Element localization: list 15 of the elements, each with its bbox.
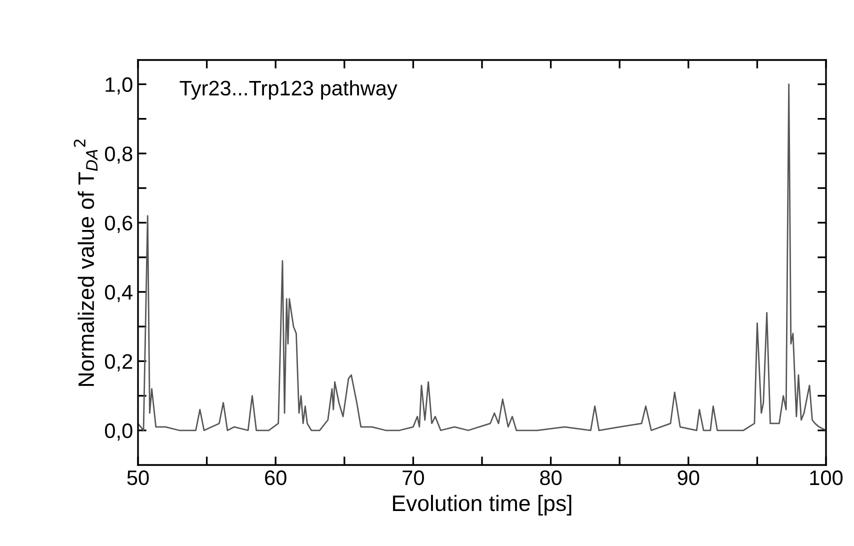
x-axis-title: Evolution time [ps] [393, 494, 572, 516]
x-tick-label: 100 [810, 470, 843, 486]
y-tick-label: 1,0 [106, 77, 132, 94]
y-tick-label: 0,2 [104, 354, 132, 372]
x-tick-label: 90 [678, 470, 700, 486]
y-axis-title: Normalized value of T$_{DA}$$^{2}$ [74, 140, 98, 386]
y-tick-label: 0,4 [104, 284, 133, 302]
x-tick-label: 80 [540, 470, 562, 486]
annotation: Tyr23...Trp123 pathway [180, 80, 398, 100]
x-tick-label: 70 [402, 470, 424, 486]
x-tick-label: 50 [127, 470, 149, 486]
x-tick-label: 60 [265, 470, 286, 486]
y-tick-label: 0,6 [104, 216, 132, 233]
y-tick-label: 0,8 [104, 146, 132, 164]
y-tick-label: 0,0 [104, 423, 132, 441]
